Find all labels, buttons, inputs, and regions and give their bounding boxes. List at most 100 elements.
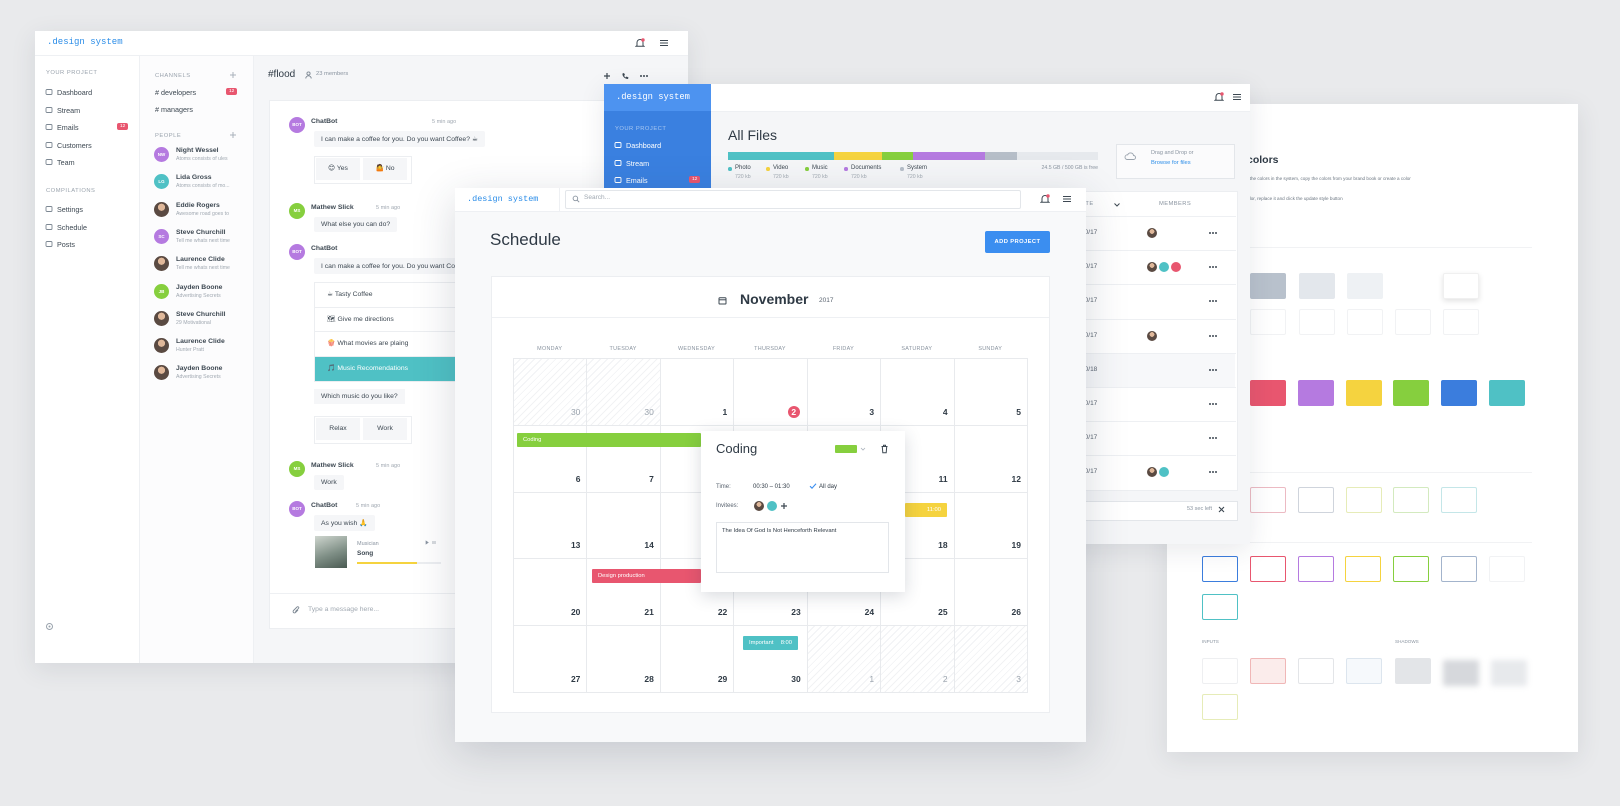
row-menu[interactable] bbox=[1208, 299, 1218, 303]
swatch[interactable] bbox=[1443, 273, 1479, 299]
swatch[interactable] bbox=[1202, 594, 1238, 620]
swatch[interactable] bbox=[1250, 487, 1286, 513]
event[interactable]: Design production bbox=[592, 569, 701, 583]
notifications-icon[interactable] bbox=[1214, 92, 1224, 102]
swatch[interactable] bbox=[1250, 380, 1286, 406]
reply-button[interactable]: 🤷 No bbox=[363, 158, 407, 180]
row-menu[interactable] bbox=[1208, 334, 1218, 338]
swatch[interactable] bbox=[1250, 273, 1286, 299]
swatch[interactable] bbox=[1202, 658, 1238, 684]
swatch[interactable] bbox=[1298, 273, 1335, 299]
swatch[interactable] bbox=[1393, 380, 1430, 406]
player-controls[interactable] bbox=[425, 540, 439, 545]
nav-item[interactable]: Team bbox=[57, 158, 75, 168]
drop-zone[interactable] bbox=[1116, 144, 1235, 179]
color-picker-arrow[interactable] bbox=[860, 447, 866, 451]
person-name[interactable]: Jayden Boone bbox=[176, 283, 223, 291]
notifications-icon[interactable] bbox=[1040, 194, 1050, 204]
person-name[interactable]: Laurence Clide bbox=[176, 338, 225, 346]
swatch[interactable] bbox=[1345, 556, 1382, 582]
person-name[interactable]: Lida Gross bbox=[176, 174, 212, 182]
nav-item[interactable]: Stream bbox=[57, 105, 81, 115]
swatch[interactable] bbox=[1297, 487, 1334, 513]
swatch[interactable] bbox=[1441, 487, 1478, 513]
add-invitee[interactable] bbox=[780, 502, 788, 510]
swatch[interactable] bbox=[1393, 556, 1430, 582]
swatch[interactable] bbox=[1297, 380, 1334, 406]
day-cell[interactable] bbox=[586, 358, 661, 426]
person-name[interactable]: Jayden Boone bbox=[176, 365, 223, 373]
nav-item[interactable]: Dashboard bbox=[57, 88, 93, 97]
swatch[interactable] bbox=[1202, 694, 1238, 720]
row-menu[interactable] bbox=[1208, 265, 1218, 269]
call-icon[interactable] bbox=[621, 72, 629, 80]
settings-icon[interactable] bbox=[45, 622, 54, 631]
reply-button[interactable]: Relax bbox=[316, 418, 360, 440]
event[interactable]: Important 8:00 bbox=[743, 636, 798, 650]
swatch[interactable] bbox=[1202, 556, 1238, 582]
swatch[interactable] bbox=[1347, 309, 1383, 335]
nav-item[interactable]: Schedule bbox=[57, 222, 87, 232]
color-picker[interactable] bbox=[835, 445, 857, 453]
swatch[interactable] bbox=[1443, 309, 1479, 335]
channel[interactable]: # developers bbox=[155, 88, 197, 97]
swatch[interactable] bbox=[1393, 487, 1430, 513]
sort-icon[interactable] bbox=[1113, 202, 1121, 208]
row-menu[interactable] bbox=[1208, 436, 1218, 440]
cancel-upload[interactable] bbox=[1218, 506, 1225, 513]
row-menu[interactable] bbox=[1208, 231, 1218, 235]
channel[interactable]: # managers bbox=[155, 104, 193, 114]
nav-item[interactable]: Posts bbox=[57, 240, 75, 250]
menu-icon[interactable] bbox=[659, 38, 669, 48]
calendar-icon[interactable] bbox=[718, 296, 727, 305]
person-name[interactable]: Eddie Rogers bbox=[176, 201, 220, 209]
nav-item[interactable]: Customers bbox=[57, 140, 92, 150]
swatch[interactable] bbox=[1491, 660, 1527, 686]
more-icon[interactable] bbox=[639, 74, 649, 78]
menu-icon[interactable] bbox=[1062, 194, 1072, 204]
swatch[interactable] bbox=[1250, 309, 1286, 335]
swatch[interactable] bbox=[1249, 556, 1286, 582]
attach-icon[interactable] bbox=[292, 606, 300, 615]
nav-item[interactable]: Dashboard bbox=[626, 141, 662, 150]
swatch[interactable] bbox=[1489, 380, 1525, 406]
event[interactable]: Coding bbox=[517, 433, 701, 447]
person-name[interactable]: Steve Churchill bbox=[176, 310, 226, 318]
reply-button[interactable]: Work bbox=[363, 418, 407, 440]
add-icon[interactable] bbox=[603, 72, 611, 80]
row-menu[interactable] bbox=[1208, 470, 1218, 474]
add-person[interactable] bbox=[229, 131, 237, 139]
row-menu[interactable] bbox=[1208, 368, 1218, 372]
nav-item[interactable]: Emails bbox=[626, 176, 648, 186]
swatch[interactable] bbox=[1250, 658, 1286, 684]
add-channel[interactable] bbox=[229, 71, 237, 79]
nav-item[interactable]: Settings bbox=[57, 205, 83, 214]
browse-link[interactable]: Browse for files bbox=[1151, 160, 1191, 166]
delete-icon[interactable] bbox=[880, 444, 889, 454]
swatch[interactable] bbox=[1347, 273, 1383, 299]
person-name[interactable]: Night Wessel bbox=[176, 147, 219, 154]
add-project-button[interactable]: ADD PROJECT bbox=[985, 231, 1050, 253]
swatch[interactable] bbox=[1441, 380, 1478, 406]
search-input[interactable]: Search... bbox=[584, 194, 611, 201]
all-day-check[interactable] bbox=[809, 482, 817, 490]
day-cell[interactable] bbox=[953, 625, 1028, 693]
swatch[interactable] bbox=[1346, 658, 1382, 684]
person-name[interactable]: Laurence Clide bbox=[176, 256, 225, 264]
search-box[interactable] bbox=[565, 190, 1021, 209]
swatch[interactable] bbox=[1395, 658, 1431, 684]
nav-item[interactable]: Emails bbox=[57, 123, 79, 133]
note-box[interactable] bbox=[716, 522, 889, 573]
swatch[interactable] bbox=[1443, 660, 1479, 686]
swatch[interactable] bbox=[1298, 658, 1334, 684]
swatch[interactable] bbox=[1297, 556, 1334, 582]
day-cell[interactable] bbox=[806, 625, 882, 693]
message-input[interactable]: Type a message here... bbox=[308, 606, 380, 613]
notifications-icon[interactable] bbox=[635, 38, 645, 48]
row-menu[interactable] bbox=[1208, 402, 1218, 406]
menu-icon[interactable] bbox=[1232, 92, 1242, 102]
reply-button[interactable]: 😊 Yes bbox=[316, 158, 360, 180]
swatch[interactable] bbox=[1345, 487, 1382, 513]
nav-item[interactable]: Stream bbox=[626, 158, 650, 168]
event[interactable]: 11:00 bbox=[905, 503, 947, 517]
